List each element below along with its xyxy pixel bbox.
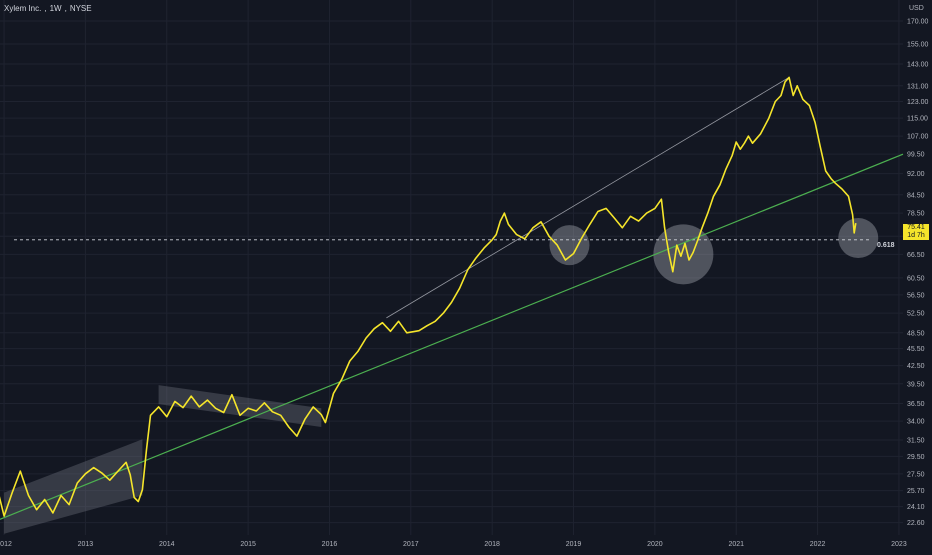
y-tick-label: 66.50 [907, 252, 925, 259]
bar-countdown: 1d 7h [907, 232, 925, 239]
grey-trendline [386, 77, 790, 319]
y-tick-label: 36.50 [907, 401, 925, 408]
x-tick-label: 2016 [322, 541, 338, 548]
y-tick-label: 22.60 [907, 520, 925, 527]
y-tick-label: 52.50 [907, 311, 925, 318]
y-tick-label: 60.50 [907, 275, 925, 282]
symbol-legend[interactable]: Xylem Inc., 1W, NYSE [4, 4, 92, 13]
highlight-circle [838, 218, 879, 259]
x-tick-label: 2021 [728, 541, 744, 548]
y-tick-label: 56.50 [907, 292, 925, 299]
y-tick-label: 34.00 [907, 419, 925, 426]
x-tick-label: 2012 [0, 541, 12, 548]
time-axis[interactable]: 2012 2013 2014 2015 2016 2017 2018 2019 2020 2021… [0, 541, 907, 548]
price-series [0, 76, 857, 517]
x-tick-label: 2013 [78, 541, 94, 548]
fib-level-label: 0.618 [877, 242, 895, 249]
x-tick-label: 2017 [403, 541, 419, 548]
x-tick-label: 2023 [891, 541, 907, 548]
y-tick-label: 25.70 [907, 488, 925, 495]
last-price-value: 75.41 [907, 224, 925, 231]
y-tick-label: 131.00 [907, 83, 929, 90]
trendlines [0, 77, 904, 520]
price-line [0, 76, 857, 517]
x-tick-label: 2020 [647, 541, 663, 548]
y-tick-label: 39.50 [907, 381, 925, 388]
x-tick-label: 2018 [484, 541, 500, 548]
exchange-label: NYSE [69, 4, 92, 13]
symbol-name: Xylem Inc. [4, 4, 42, 13]
y-tick-label: 45.50 [907, 346, 925, 353]
highlight-circle [653, 224, 714, 285]
last-price-label: 75.41 1d 7h [903, 224, 929, 240]
y-tick-label: 84.50 [907, 192, 925, 199]
green-trendline [0, 153, 904, 520]
y-tick-label: 31.50 [907, 438, 925, 445]
x-tick-label: 2022 [810, 541, 826, 548]
y-tick-label: 24.10 [907, 504, 925, 511]
y-tick-label: 92.00 [907, 171, 925, 178]
x-tick-label: 2015 [240, 541, 256, 548]
currency-label: USD [909, 5, 924, 12]
highlight-circle [549, 225, 590, 266]
y-tick-label: 48.50 [907, 330, 925, 337]
y-tick-label: 155.00 [907, 41, 929, 48]
channel-shape [4, 439, 143, 534]
y-tick-label: 99.50 [907, 152, 925, 159]
y-tick-label: 42.50 [907, 363, 925, 370]
y-tick-label: 27.50 [907, 471, 925, 478]
y-tick-label: 78.50 [907, 211, 925, 218]
y-tick-label: 115.00 [907, 116, 928, 123]
y-tick-label: 29.50 [907, 454, 925, 461]
y-tick-label: 143.00 [907, 62, 929, 69]
x-tick-label: 2014 [159, 541, 175, 548]
y-tick-label: 170.00 [907, 19, 929, 26]
x-tick-label: 2019 [566, 541, 582, 548]
interval-label: 1W [49, 4, 62, 13]
y-tick-label: 107.00 [907, 134, 929, 141]
price-axis[interactable]: 22.60 24.10 25.70 27.50 29.50 31.50 34.00 36.50… [907, 19, 929, 528]
y-tick-label: 123.00 [907, 99, 929, 106]
grid [0, 0, 903, 535]
